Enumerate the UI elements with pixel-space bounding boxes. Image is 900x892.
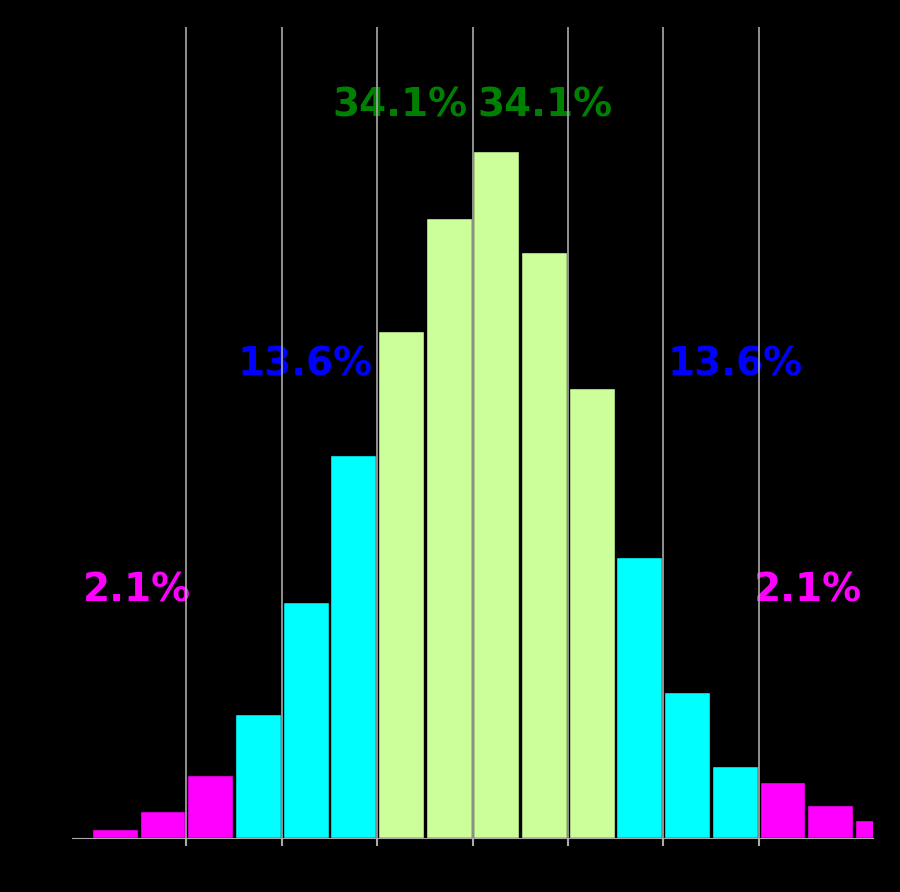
Text: 2.1%: 2.1% xyxy=(754,572,862,609)
Bar xyxy=(664,692,710,838)
Bar xyxy=(760,782,806,838)
Bar xyxy=(283,602,328,838)
Bar xyxy=(378,331,424,838)
Text: 34.1%: 34.1% xyxy=(477,87,612,125)
Bar xyxy=(807,805,853,838)
Bar xyxy=(235,714,281,838)
Bar xyxy=(855,821,900,838)
Bar xyxy=(521,252,567,838)
Bar xyxy=(426,219,472,838)
Bar xyxy=(616,557,662,838)
Text: 13.6%: 13.6% xyxy=(238,346,373,384)
Bar xyxy=(92,830,138,838)
Bar xyxy=(330,455,376,838)
Bar xyxy=(187,775,233,838)
Text: 34.1%: 34.1% xyxy=(333,87,468,125)
Text: 13.6%: 13.6% xyxy=(668,346,803,384)
Bar xyxy=(140,812,185,838)
Bar xyxy=(473,151,519,838)
Bar xyxy=(569,387,615,838)
Text: 2.1%: 2.1% xyxy=(83,572,191,609)
Bar xyxy=(712,766,758,838)
